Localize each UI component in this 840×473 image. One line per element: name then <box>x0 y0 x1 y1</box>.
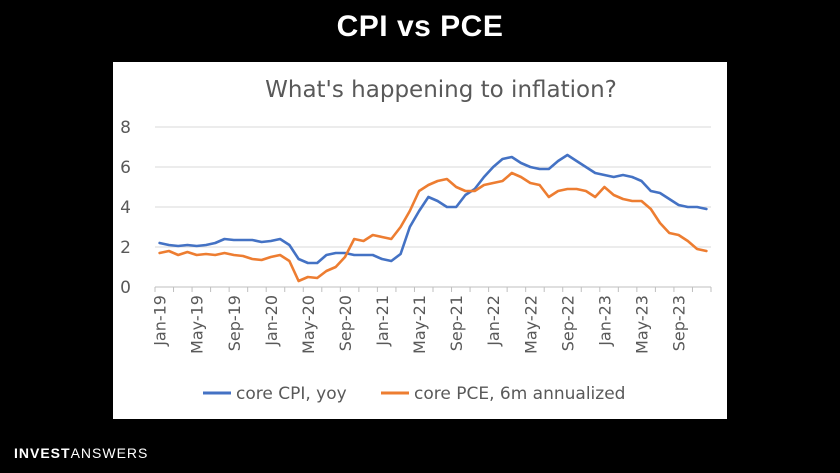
y-tick-label: 8 <box>120 118 131 138</box>
x-tick-label: Jan-20 <box>262 295 281 347</box>
y-tick-label: 6 <box>120 158 131 178</box>
brand-logo-part1: INVEST <box>14 445 71 461</box>
x-tick-label: May-21 <box>410 295 429 354</box>
brand-logo-part2: ANSWERS <box>70 445 149 461</box>
series-line-2 <box>158 171 708 283</box>
chart-panel: What's happening to inflation? 0 2 4 6 8 Jan-1… <box>113 62 727 419</box>
x-tick-label: Sep-23 <box>670 295 689 351</box>
x-tick-label: Jan-21 <box>373 295 392 347</box>
legend-label: core PCE, 6m annualized <box>414 384 625 404</box>
x-tick-label: Sep-22 <box>558 295 577 351</box>
y-tick-label: 4 <box>120 198 131 218</box>
x-tick-label: Sep-21 <box>447 295 466 351</box>
slide-title: CPI vs PCE <box>336 10 504 43</box>
brand-logo: INVESTANSWERS <box>14 445 148 461</box>
line-chart: What's happening to inflation? 0 2 4 6 8 Jan-1… <box>120 77 712 404</box>
series-line-1 <box>158 153 708 265</box>
x-tick-label: May-23 <box>633 295 652 354</box>
x-tick-label: Jan-23 <box>595 295 614 347</box>
x-tick-label: Sep-20 <box>336 295 355 351</box>
y-tick-label: 0 <box>120 278 131 298</box>
legend-label: core CPI, yoy <box>236 384 347 404</box>
x-tick-label: May-19 <box>188 295 207 354</box>
x-tick-label: Jan-22 <box>484 295 503 347</box>
x-tick-label: May-22 <box>521 295 540 354</box>
x-tick-label: Sep-19 <box>225 295 244 351</box>
x-tick-label: Jan-19 <box>151 295 170 347</box>
chart-title: What's happening to inflation? <box>265 77 617 103</box>
x-tick-label: May-20 <box>299 295 318 354</box>
y-tick-label: 2 <box>120 238 131 258</box>
